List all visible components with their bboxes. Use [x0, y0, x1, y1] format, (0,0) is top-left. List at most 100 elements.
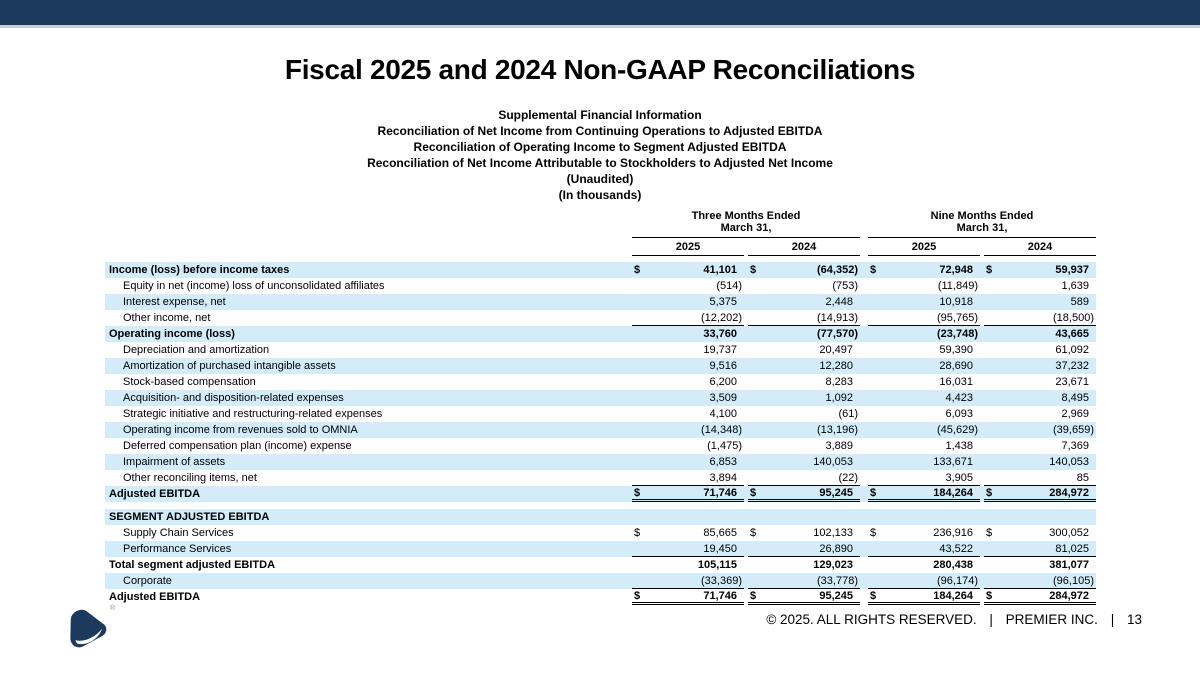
- cell-col-1: $85,665: [632, 525, 744, 541]
- year-header-1: 2025: [632, 241, 744, 256]
- footer-separator: |: [989, 612, 993, 627]
- dollar-sign: $: [750, 527, 757, 539]
- cell-col-4: $59,937: [984, 262, 1096, 278]
- table-row: Acquisition- and disposition-related exp…: [105, 390, 1096, 406]
- cell-col-1: 3,509: [632, 390, 744, 406]
- group-title-line: Nine Months Ended: [930, 210, 1034, 222]
- dollar-sign: $: [986, 527, 993, 539]
- financial-table: Three Months Ended March 31, Nine Months…: [105, 210, 1096, 605]
- cell-value: (33,778): [817, 574, 858, 587]
- cell-value: 61,092: [1055, 344, 1089, 356]
- cell-col-1: (514): [632, 278, 744, 294]
- year-header-2: 2024: [748, 241, 860, 256]
- subtitle-block: Supplemental Financial Information Recon…: [0, 107, 1200, 203]
- cell-col-4: 81,025: [984, 541, 1096, 557]
- table-row: Interest expense, net 5,375 2,448 10,918 589: [105, 294, 1096, 310]
- cell-value: (45,629): [937, 424, 978, 436]
- cell-col-1: 4,100: [632, 406, 744, 422]
- row-label: Supply Chain Services: [123, 527, 234, 539]
- table-row: Operating income (loss) 33,760 (77,570) (23…: [105, 326, 1096, 342]
- cell-value: 19,450: [703, 542, 737, 555]
- table-row: Corporate (33,369) (33,778) (96,174) (96,105…: [105, 573, 1096, 589]
- cell-col-3: 10,918: [868, 294, 980, 310]
- row-label: Other income, net: [123, 312, 211, 324]
- cell-col-3: 59,390: [868, 342, 980, 358]
- top-bar: [0, 0, 1200, 28]
- cell-value: (753): [832, 280, 858, 292]
- cell-value: 280,438: [933, 559, 973, 571]
- company-name: PREMIER INC.: [1005, 612, 1098, 627]
- table-header-groups: Three Months Ended March 31, Nine Months…: [105, 210, 1096, 238]
- cell-col-2: (14,913): [748, 310, 860, 326]
- cell-value: (64,352): [817, 264, 858, 276]
- cell-value: 381,077: [1049, 559, 1089, 571]
- table-row: Supply Chain Services $85,665 $102,133 $236…: [105, 525, 1096, 541]
- cell-value: 43,665: [1055, 328, 1089, 340]
- dollar-sign: $: [634, 486, 641, 499]
- cell-col-2: (33,778): [748, 573, 860, 589]
- cell-col-1: 6,200: [632, 374, 744, 390]
- cell-col-3: (45,629): [868, 422, 980, 438]
- cell-col-2: (61): [748, 406, 860, 422]
- cell-col-1: 6,853: [632, 454, 744, 470]
- cell-value: 129,023: [813, 559, 853, 571]
- cell-value: 140,053: [1049, 456, 1089, 468]
- cell-col-4: 140,053: [984, 454, 1096, 470]
- cell-col-2: (22): [748, 470, 860, 486]
- cell-value: 4,423: [945, 392, 973, 404]
- cell-col-3: 16,031: [868, 374, 980, 390]
- cell-value: (22): [838, 471, 858, 484]
- cell-value: 71,746: [703, 589, 737, 602]
- cell-value: 8,495: [1061, 392, 1089, 404]
- cell-value: 19,737: [703, 344, 737, 356]
- cell-value: 184,264: [933, 589, 973, 602]
- cell-value: 59,937: [1055, 264, 1089, 276]
- table-row: Equity in net (income) loss of unconsoli…: [105, 278, 1096, 294]
- table-row: Strategic initiative and restructuring-r…: [105, 406, 1096, 422]
- dollar-sign: $: [986, 264, 993, 276]
- cell-value: (13,196): [817, 424, 858, 436]
- cell-value: 72,948: [939, 264, 973, 276]
- cell-col-4: 43,665: [984, 326, 1096, 342]
- cell-col-4: 85: [984, 470, 1096, 486]
- cell-col-2: $102,133: [748, 525, 860, 541]
- cell-value: 3,509: [709, 392, 737, 404]
- cell-value: 5,375: [709, 296, 737, 308]
- cell-value: (11,849): [937, 280, 978, 292]
- cell-col-2: 2,448: [748, 294, 860, 310]
- cell-value: 6,093: [945, 408, 973, 420]
- cell-col-3: 6,093: [868, 406, 980, 422]
- cell-col-1: 33,760: [632, 326, 744, 342]
- cell-col-2: (753): [748, 278, 860, 294]
- row-label: SEGMENT ADJUSTED EBITDA: [109, 511, 270, 523]
- table-row: Adjusted EBITDA $71,746 $95,245 $184,264 $28…: [105, 486, 1096, 502]
- cell-value: 184,264: [933, 486, 973, 499]
- cell-value: 3,894: [709, 471, 737, 484]
- cell-col-3: 3,905: [868, 470, 980, 486]
- cell-value: (514): [716, 280, 742, 292]
- premier-logo-icon: [70, 609, 107, 648]
- cell-col-2: (13,196): [748, 422, 860, 438]
- cell-value: 1,092: [825, 392, 853, 404]
- cell-value: 3,889: [825, 440, 853, 452]
- dollar-sign: $: [870, 264, 877, 276]
- cell-value: (1,475): [707, 440, 742, 452]
- cell-value: 95,245: [819, 589, 853, 602]
- group-gap: [860, 211, 868, 238]
- subtitle-line: (In thousands): [558, 188, 642, 202]
- cell-col-4: 2,969: [984, 406, 1096, 422]
- cell-col-2: 1,092: [748, 390, 860, 406]
- table-row: Depreciation and amortization 19,737 20,49…: [105, 342, 1096, 358]
- row-label: Adjusted EBITDA: [109, 488, 201, 500]
- table-header-years: 2025 2024 2025 2024: [105, 241, 1096, 256]
- cell-col-2: $95,245: [748, 589, 860, 605]
- cell-col-3: 280,438: [868, 557, 980, 573]
- cell-value: (61): [838, 408, 858, 420]
- cell-value: 284,972: [1049, 486, 1089, 499]
- subtitle-line: (Unaudited): [566, 172, 634, 186]
- cell-value: 26,890: [819, 542, 853, 555]
- cell-col-2: 3,889: [748, 438, 860, 454]
- table-row: Income (loss) before income taxes $41,101…: [105, 262, 1096, 278]
- cell-value: 81,025: [1055, 542, 1089, 555]
- dollar-sign: $: [986, 486, 993, 499]
